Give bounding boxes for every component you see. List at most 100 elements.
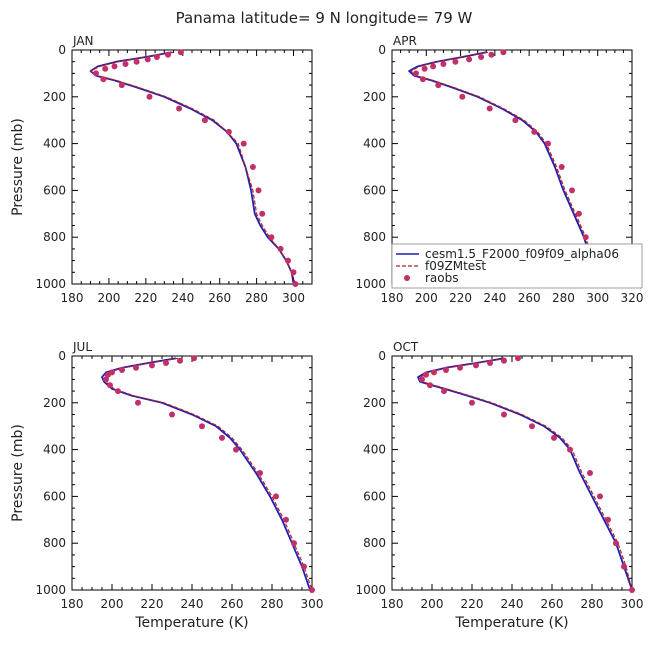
raobs-point [259,210,266,217]
x-tick-label: 260 [221,597,244,611]
y-tick-label: 1000 [35,583,66,597]
raobs-point [430,63,437,70]
raobs-point [249,164,256,170]
y-tick-label: 600 [363,489,386,503]
legend-label: cesm1.5_F2000_f09f09_alpha06 [425,247,619,261]
y-tick-label: 600 [43,489,66,503]
raobs-point [597,493,603,500]
panel-label: OCT [393,340,419,354]
series-line-cesm [101,357,311,591]
raobs-point [292,281,299,287]
raobs-point [153,54,160,60]
raobs-point [163,360,169,366]
chart-panel-jan: JAN 180 200 220 240 260 280 300 0 200 400 600 800 100… [10,34,313,305]
raobs-point [285,257,291,264]
y-tick-label: 200 [363,396,386,410]
raobs-point [423,371,429,378]
raobs-point [201,117,208,124]
x-tick-label: 180 [381,597,404,611]
x-tick-label: 300 [621,597,644,611]
x-tick-label: 240 [483,291,506,305]
raobs-point [199,423,205,430]
raobs-point [176,105,183,112]
raobs-point [457,364,463,371]
y-tick-label: 800 [43,230,66,244]
raobs-point [122,61,129,67]
raobs-point [466,56,473,63]
raobs-point [500,49,507,56]
x-tick-label: 220 [461,597,484,611]
x-tick-label: 260 [518,291,541,305]
y-tick-label: 200 [363,90,386,104]
x-tick-label: 220 [449,291,472,305]
x-tick-label: 240 [501,597,524,611]
raobs-point [144,56,151,63]
raobs-point [440,61,447,67]
raobs-point [582,234,589,241]
series-line-f09zmtest [89,51,296,285]
y-tick-label: 800 [363,536,386,550]
x-tick-label: 200 [97,291,120,305]
raobs-point [146,93,153,100]
raobs-point [100,76,107,83]
raobs-point [177,357,183,364]
raobs-point [219,434,225,441]
raobs-point [452,58,459,65]
y-tick-label: 400 [43,137,66,151]
raobs-point [587,470,593,476]
raobs-point [469,399,475,406]
raobs-point [115,388,121,395]
raobs-point [629,587,635,593]
x-tick-label: 280 [245,291,268,305]
raobs-point [529,423,535,430]
y-tick-label: 0 [378,43,386,57]
y-tick-label: 0 [58,43,66,57]
x-tick-label: 220 [141,597,164,611]
raobs-point [478,54,485,60]
raobs-point [268,234,275,241]
raobs-point [488,51,495,58]
x-tick-label: 300 [301,597,324,611]
x-axis-label: Temperature (K) [134,615,248,631]
x-tick-label: 220 [134,291,157,305]
y-tick-label: 600 [363,183,386,197]
panel-label: JAN [72,34,94,48]
x-tick-label: 240 [171,291,194,305]
series-line-f09zmtest [419,357,633,591]
chart-panel-apr: APR 180 200 220 240 260 280 300 320 0 200 400 600 800… [355,34,643,305]
series-line-f09zmtest [103,357,313,591]
raobs-point [111,63,118,70]
x-tick-label: 300 [586,291,609,305]
raobs-point [273,493,279,500]
raobs-point [419,76,426,83]
raobs-point [277,245,284,252]
raobs-point [486,105,493,112]
y-tick-label: 1000 [35,277,66,291]
raobs-point [531,128,538,135]
raobs-point [575,210,582,217]
plot-frame [71,49,313,285]
raobs-point [427,382,433,389]
panel-label: APR [393,34,417,48]
raobs-point [443,367,449,373]
legend: cesm1.5_F2000_f09f09_alpha06f09ZMtestrao… [391,243,643,289]
raobs-point [413,70,419,77]
x-axis-label: Temperature (K) [454,615,568,631]
raobs-point [558,164,565,170]
y-tick-label: 200 [43,396,66,410]
panels-group: JAN 180 200 220 240 260 280 300 0 200 400 600 800 100… [10,34,643,631]
legend-label: raobs [425,271,459,285]
raobs-point [255,187,262,194]
raobs-point [551,434,557,441]
raobs-point [169,411,175,418]
raobs-point [107,382,113,389]
y-tick-label: 600 [43,183,66,197]
raobs-point [93,70,99,77]
raobs-point [165,51,171,58]
x-tick-label: 260 [208,291,231,305]
raobs-point [133,364,139,371]
raobs-point [569,187,575,194]
y-tick-label: 400 [363,443,386,457]
chart-panel-oct: OCT 180 200 220 240 260 280 300 0 200 400 600 800 100… [355,340,643,631]
